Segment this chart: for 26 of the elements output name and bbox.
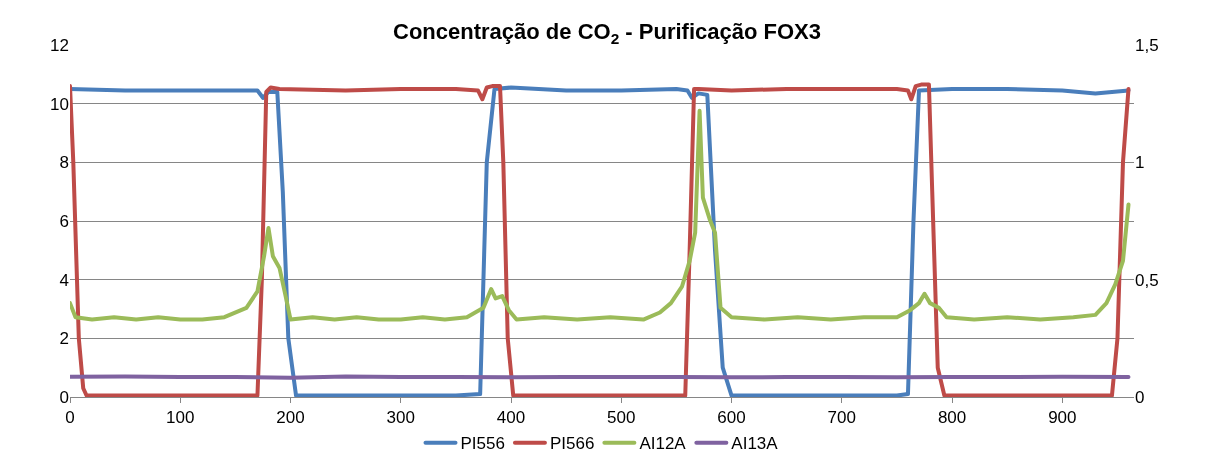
x-tick-label: 600: [717, 408, 746, 428]
y-tick-label: 10: [50, 94, 69, 114]
x-tick-label: 400: [496, 408, 526, 428]
y2-tick-label: 1: [1135, 153, 1145, 173]
legend-label: AI12A: [639, 434, 687, 454]
y2-tick-label: 0,5: [1135, 270, 1159, 290]
legend-label: AI13A: [731, 434, 779, 454]
x-tick-label: 300: [386, 408, 415, 428]
legend-label: PI566: [549, 434, 595, 454]
y-tick-label: 4: [59, 270, 69, 290]
legend-label: PI556: [460, 434, 505, 454]
x-tick-label: 200: [276, 408, 305, 428]
y2-tick-label: 1,5: [1135, 35, 1159, 55]
y-tick-label: 12: [50, 35, 69, 55]
chart-title: Concentração de CO$_{2}$ - Purificação FOX3: [393, 19, 821, 47]
y2-tick-label: 0: [1135, 387, 1145, 407]
y-tick-label: 8: [59, 153, 69, 173]
line-series: [70, 108, 1131, 322]
y-tick-label: 0: [59, 387, 69, 407]
x-tick-label: 500: [607, 408, 636, 428]
x-tick-label: 700: [827, 408, 856, 428]
y-tick-label: 6: [59, 211, 69, 231]
y-tick-label: 2: [59, 329, 69, 349]
x-tick-label: 100: [166, 408, 195, 428]
x-tick-label: 800: [937, 408, 967, 428]
x-tick-label: 900: [1048, 408, 1077, 428]
